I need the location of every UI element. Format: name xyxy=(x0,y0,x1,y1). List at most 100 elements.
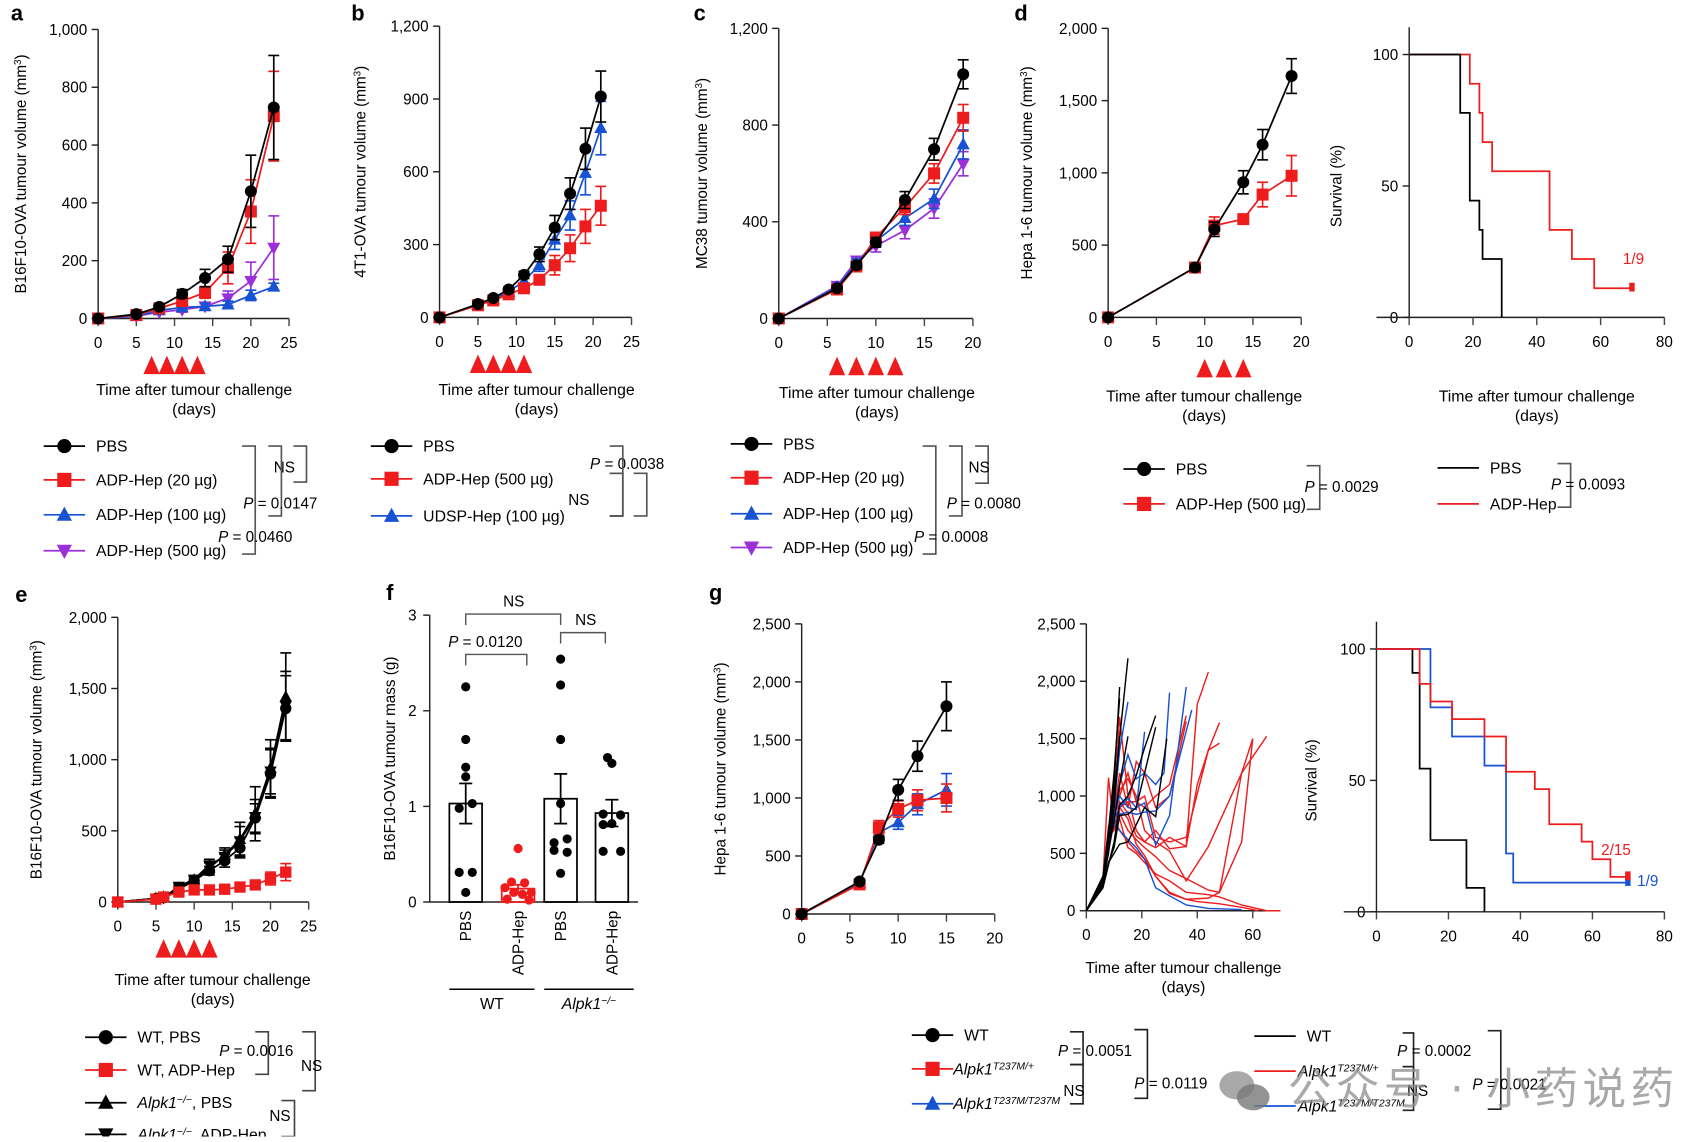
legend-item-e-1: WT, ADP-Hep xyxy=(137,1062,235,1079)
data-point xyxy=(956,137,970,150)
data-point xyxy=(533,273,546,286)
legend-item-b-2: UDSP-Hep (100 µg) xyxy=(423,508,565,525)
data-point xyxy=(219,855,231,867)
data-point xyxy=(199,286,212,299)
legend-c: PBS ADP-Hep (20 µg) ADP-Hep (100 µg) ADP-He… xyxy=(730,436,1021,557)
y-tick-label: 900 xyxy=(403,91,428,108)
data-point xyxy=(433,311,446,324)
x-tick-label: 60 xyxy=(1244,927,1261,944)
panel-label-b: b xyxy=(351,2,365,27)
data-point xyxy=(150,893,162,905)
data-point xyxy=(267,279,281,292)
data-point xyxy=(549,845,559,855)
p-value-label: P = 0.0021 xyxy=(1472,1077,1546,1094)
series-adp-hep-500-g- xyxy=(1102,154,1298,324)
legend-marker-square xyxy=(57,472,72,487)
legend-marker-circle xyxy=(925,1027,940,1043)
y-tick-label: 1,500 xyxy=(753,732,791,749)
dose-marker-icon xyxy=(173,355,191,375)
data-point xyxy=(249,879,261,891)
data-point xyxy=(532,258,546,271)
stat-bracket xyxy=(975,445,989,484)
data-point xyxy=(616,810,626,820)
x-tick-label: 10 xyxy=(508,334,525,351)
data-point xyxy=(556,868,566,878)
series-line xyxy=(801,797,947,915)
data-point xyxy=(562,834,572,844)
legend-item-g1-0: WT xyxy=(964,1028,989,1045)
data-point xyxy=(203,884,216,896)
y-tick-label: 1,500 xyxy=(1037,731,1075,748)
data-point xyxy=(927,203,941,216)
p-value-label: P = 0.0002 xyxy=(1397,1043,1471,1060)
ns-label: NS xyxy=(269,1108,290,1125)
stat-bracket xyxy=(242,445,257,555)
x-tick-label: 20 xyxy=(262,918,279,935)
x-axis-label-units: (days) xyxy=(1161,980,1205,997)
series-pbs xyxy=(92,54,280,325)
data-point xyxy=(524,895,534,905)
data-point xyxy=(502,894,512,904)
series-alpk1-t237m-t237m xyxy=(795,772,953,919)
y-tick-label: 0 xyxy=(79,311,87,328)
y-tick-label: 50 xyxy=(1381,178,1398,195)
x-axis-label-units: (days) xyxy=(172,401,216,418)
data-point xyxy=(578,165,592,178)
data-point xyxy=(1189,261,1202,274)
x-tick-label: 10 xyxy=(166,335,183,352)
stat-bracket xyxy=(559,631,607,644)
data-point xyxy=(500,883,510,893)
individual-trajectory xyxy=(1085,726,1157,912)
ns-label: NS xyxy=(301,1058,322,1075)
x-tick-label: 0 xyxy=(797,930,805,947)
x-tick-label: 20 xyxy=(585,334,602,351)
x-axis-label: Time after tumour challenge xyxy=(439,382,635,399)
stat-bracket xyxy=(633,472,648,517)
x-axis-label-units: (days) xyxy=(855,405,899,422)
y-tick-label: 0 xyxy=(420,310,428,327)
data-point xyxy=(157,891,170,903)
data-point xyxy=(454,803,464,813)
legend-marker-square xyxy=(1137,496,1152,511)
y-tick-label: 2,500 xyxy=(1037,616,1075,633)
dose-marker-icon xyxy=(469,354,487,374)
legend-item-a-3: ADP-Hep (500 µg) xyxy=(96,543,226,560)
legend-item-b-0: PBS xyxy=(423,439,455,456)
data-point xyxy=(795,908,808,921)
data-point xyxy=(556,734,566,745)
legend-item-a-1: ADP-Hep (20 µg) xyxy=(96,472,217,489)
data-point xyxy=(594,199,607,212)
y-tick-label: 1 xyxy=(408,799,416,816)
data-point xyxy=(506,877,517,887)
data-point xyxy=(1256,138,1269,151)
data-point xyxy=(564,187,577,200)
series-alpk1-pbs xyxy=(111,652,292,907)
p-value-label: P = 0.0029 xyxy=(1304,479,1378,496)
series-wt-adp-hep xyxy=(112,862,292,908)
data-point xyxy=(957,68,970,81)
legend-item-g1-1: Alpk1T237M/+ xyxy=(952,1061,1034,1079)
y-tick-label: 2,000 xyxy=(753,674,791,691)
x-tick-label: 15 xyxy=(224,918,241,935)
x-tick-label: 15 xyxy=(938,930,955,947)
series-line xyxy=(439,205,602,319)
x-tick-label: 20 xyxy=(986,930,1003,947)
data-point xyxy=(176,287,189,300)
data-point xyxy=(548,221,561,234)
dose-marker-icon xyxy=(1215,358,1233,378)
data-point xyxy=(509,887,519,898)
data-point xyxy=(221,297,235,310)
chart-c: 0 400 800 1,200 0 5 10 15 20 MC38 tumour volume (… xyxy=(693,21,981,422)
chart-d1: 0 500 1,000 1,500 2,000 0 5 10 15 20 Hepa 1-6 tumo… xyxy=(1018,21,1309,425)
stat-bracket xyxy=(302,1030,317,1092)
dose-marker-icon xyxy=(158,355,176,375)
individual-trajectory xyxy=(1085,736,1129,912)
chart-g3: 0 50 100 0 20 40 60 80 Survival (%) 2/15 1/9 xyxy=(1303,621,1673,945)
stat-bracket xyxy=(609,472,624,517)
stat-bracket xyxy=(1134,1028,1149,1100)
p-value-label: P = 0.0080 xyxy=(947,495,1021,512)
data-point xyxy=(92,312,105,325)
group-label-wt: WT xyxy=(480,996,504,1013)
data-point xyxy=(562,847,572,857)
data-point xyxy=(869,236,882,249)
